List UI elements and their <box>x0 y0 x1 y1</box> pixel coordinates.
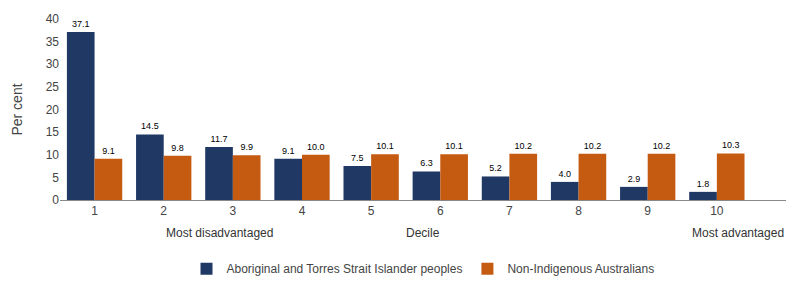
svg-text:4: 4 <box>299 204 306 218</box>
svg-text:5.2: 5.2 <box>489 163 502 173</box>
svg-text:10.2: 10.2 <box>514 141 532 151</box>
svg-text:10.2: 10.2 <box>584 141 602 151</box>
svg-text:Per cent: Per cent <box>9 83 25 135</box>
svg-text:8: 8 <box>575 204 582 218</box>
svg-text:15: 15 <box>46 125 60 139</box>
svg-text:10.0: 10.0 <box>307 142 325 152</box>
svg-text:1.8: 1.8 <box>697 179 710 189</box>
svg-text:11.7: 11.7 <box>211 134 228 144</box>
svg-text:Aboriginal and Torres Strait I: Aboriginal and Torres Strait Islander pe… <box>227 262 463 276</box>
svg-text:10.2: 10.2 <box>653 141 671 151</box>
svg-text:35: 35 <box>46 35 60 49</box>
svg-text:2: 2 <box>160 204 167 218</box>
svg-text:1: 1 <box>91 204 98 218</box>
svg-text:10: 10 <box>46 148 60 162</box>
svg-text:5: 5 <box>52 171 59 185</box>
svg-text:7: 7 <box>506 204 513 218</box>
svg-text:9: 9 <box>644 204 651 218</box>
svg-text:10.1: 10.1 <box>376 141 394 151</box>
svg-text:0: 0 <box>52 193 59 207</box>
svg-text:5: 5 <box>368 204 375 218</box>
svg-text:Decile: Decile <box>406 226 440 240</box>
svg-text:25: 25 <box>46 80 60 94</box>
svg-text:3: 3 <box>230 204 237 218</box>
svg-text:6: 6 <box>437 204 444 218</box>
svg-text:10.3: 10.3 <box>722 140 740 150</box>
svg-text:9.1: 9.1 <box>102 146 115 156</box>
svg-text:9.1: 9.1 <box>282 146 295 156</box>
svg-text:Most disadvantaged: Most disadvantaged <box>166 226 273 240</box>
svg-text:14.5: 14.5 <box>141 121 159 131</box>
svg-text:40: 40 <box>46 12 60 26</box>
svg-text:9.9: 9.9 <box>240 142 253 152</box>
svg-text:4.0: 4.0 <box>558 169 571 179</box>
svg-text:Non-Indigenous Australians: Non-Indigenous Australians <box>507 262 654 276</box>
svg-text:9.8: 9.8 <box>171 143 184 153</box>
svg-text:Most advantaged: Most advantaged <box>692 226 784 240</box>
svg-text:10: 10 <box>710 204 724 218</box>
svg-text:6.3: 6.3 <box>420 158 433 168</box>
svg-text:20: 20 <box>46 103 60 117</box>
svg-text:37.1: 37.1 <box>72 19 90 29</box>
svg-text:10.1: 10.1 <box>445 141 463 151</box>
svg-text:30: 30 <box>46 57 60 71</box>
svg-text:2.9: 2.9 <box>628 174 641 184</box>
svg-text:7.5: 7.5 <box>351 153 364 163</box>
